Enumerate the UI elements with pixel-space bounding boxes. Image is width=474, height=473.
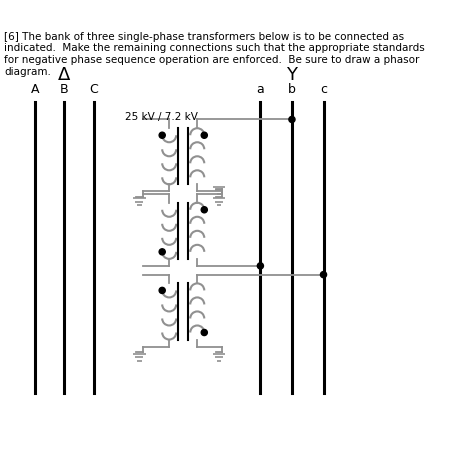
Circle shape <box>289 116 295 123</box>
Text: [6] The bank of three single-phase transformers below is to be connected as
indi: [6] The bank of three single-phase trans… <box>4 32 425 77</box>
Text: c: c <box>320 83 327 96</box>
Circle shape <box>257 263 264 269</box>
Text: A: A <box>31 83 39 96</box>
Text: Δ: Δ <box>58 66 70 84</box>
Text: Y: Y <box>286 66 298 84</box>
Circle shape <box>201 132 207 138</box>
Text: B: B <box>60 83 68 96</box>
Text: b: b <box>288 83 296 96</box>
Circle shape <box>159 288 165 293</box>
Text: a: a <box>256 83 264 96</box>
Circle shape <box>320 272 327 278</box>
Circle shape <box>159 249 165 255</box>
Text: C: C <box>90 83 98 96</box>
Circle shape <box>159 132 165 138</box>
Text: 25 kV / 7.2 kV: 25 kV / 7.2 kV <box>125 113 198 123</box>
Circle shape <box>201 207 207 213</box>
Circle shape <box>201 329 207 335</box>
